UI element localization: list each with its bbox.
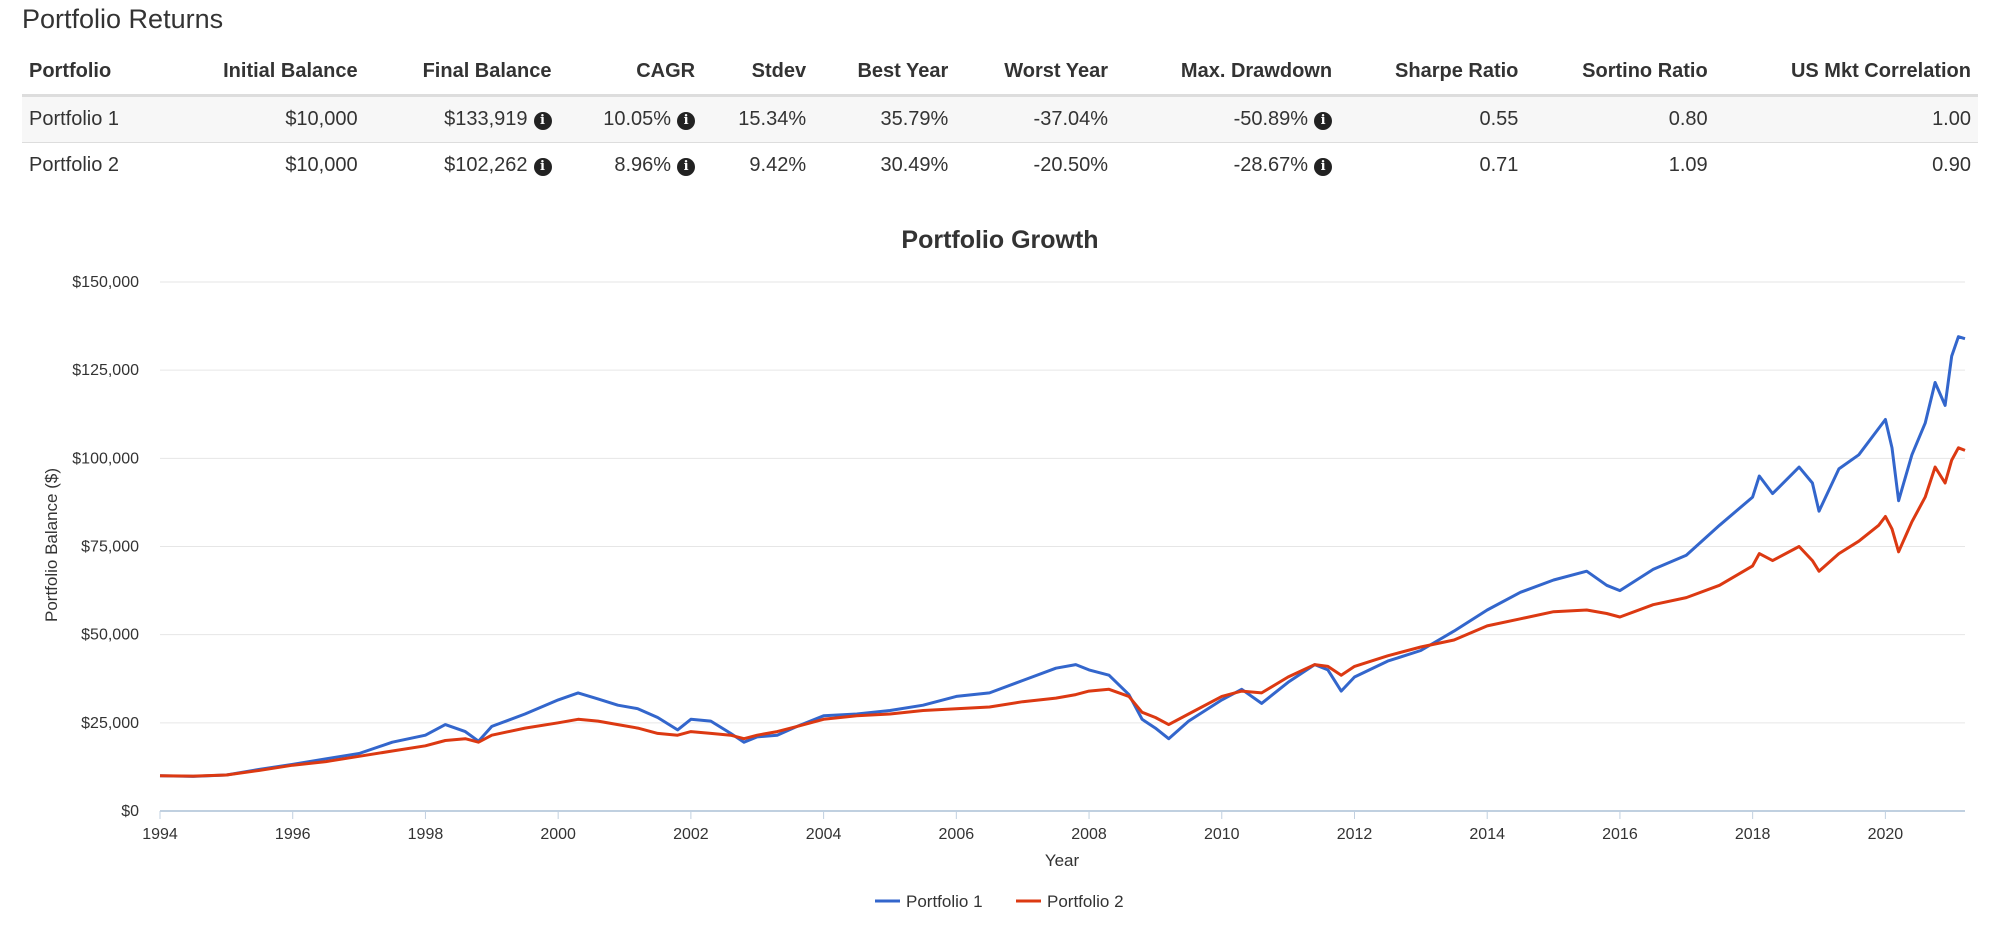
cell-stdev: 15.34%: [702, 95, 814, 143]
cell-stdev: 9.42%: [749, 154, 807, 176]
y-tick-label: $0: [121, 803, 139, 820]
y-axis-ticks: $0 $25,000 $50,000 $75,000 $100,000 $125,000 $…: [72, 274, 139, 820]
x-tick-label: 2014: [1469, 826, 1505, 843]
legend-label: Portfolio 2: [1047, 892, 1124, 911]
info-circle-icon[interactable]: i: [533, 158, 552, 176]
x-tick-label: 2012: [1337, 826, 1373, 843]
page-title: Portfolio Returns: [22, 4, 224, 34]
cell-cagr: 8.96% i: [559, 143, 703, 189]
y-tick-label: $25,000: [81, 715, 139, 732]
cell-sharpe-ratio: 0.55: [1339, 95, 1526, 143]
x-tick-label: 2000: [540, 826, 576, 843]
cell-final-balance: $133,919 i: [364, 95, 559, 143]
column-header-sortino-ratio[interactable]: Sortino Ratio: [1525, 52, 1715, 97]
cell-max-drawdown: -28.67% i: [1115, 143, 1339, 189]
x-tick-label: 2002: [673, 826, 709, 843]
y-tick-label: $50,000: [81, 627, 139, 644]
legend-label: Portfolio 1: [906, 892, 983, 911]
table-row: Portfolio 1 $10,000 $133,919 i 10.05% i 15…: [22, 95, 1978, 143]
x-tick-label: 1994: [142, 826, 178, 843]
info-circle-icon[interactable]: i: [677, 112, 696, 130]
chart-legend: Portfolio 1 Portfolio 2: [875, 892, 1124, 911]
cell-worst-year: -20.50%: [1033, 154, 1109, 176]
chart-title: Portfolio Growth: [901, 226, 1098, 254]
x-tick-label: 2020: [1868, 826, 1904, 843]
column-header-max-drawdown[interactable]: Max. Drawdown: [1115, 52, 1340, 97]
y-tick-label: $150,000: [72, 274, 139, 291]
x-tick-label: 2010: [1204, 826, 1240, 843]
cell-portfolio: Portfolio 2: [29, 154, 120, 176]
series-line-portfolio-2[interactable]: [159, 446, 1966, 778]
cell-us-mkt-correlation: 0.90: [1932, 154, 1971, 176]
column-header-worst-year[interactable]: Worst Year: [955, 52, 1116, 97]
x-axis-ticks: 1994 1996 1998 2000 2002 2004 2006 2008 2010 2012…: [142, 811, 1903, 843]
x-tick-label: 2016: [1602, 826, 1638, 843]
cell-initial-balance: $10,000: [163, 95, 365, 143]
cell-max-drawdown-value: -50.89%: [1233, 108, 1309, 130]
x-tick-label: 2008: [1071, 826, 1107, 843]
grid-lines: [160, 281, 1965, 724]
legend-item-portfolio-1[interactable]: Portfolio 1: [875, 892, 983, 911]
column-header-sharpe-ratio[interactable]: Sharpe Ratio: [1339, 52, 1526, 97]
column-header-us-mkt-correlation[interactable]: US Mkt Correlation: [1714, 52, 1978, 97]
x-tick-label: 2006: [939, 826, 975, 843]
column-header-cagr[interactable]: CAGR: [558, 52, 703, 97]
info-circle-icon[interactable]: i: [533, 112, 552, 130]
cell-max-drawdown: -50.89% i: [1115, 95, 1340, 143]
legend-item-portfolio-2[interactable]: Portfolio 2: [1016, 892, 1124, 911]
portfolio-growth-chart: Portfolio Growth $0 $25,000 $50,000 $75,000…: [42, 226, 1966, 911]
cell-max-drawdown-value: -28.67%: [1233, 154, 1309, 176]
column-header-best-year[interactable]: Best Year: [813, 52, 956, 97]
cell-portfolio: Portfolio 1: [22, 95, 164, 143]
series-lines: [159, 335, 1966, 778]
cell-cagr: 10.05% i: [558, 95, 703, 143]
cell-best-year: 30.49%: [880, 154, 949, 176]
cell-final-balance: $102,262 i: [365, 143, 559, 189]
column-header-stdev[interactable]: Stdev: [702, 52, 814, 97]
series-line-portfolio-1[interactable]: [159, 335, 1966, 778]
x-tick-label: 2004: [806, 826, 842, 843]
y-axis-label: Portfolio Balance ($): [42, 468, 61, 622]
cell-initial-balance: $10,000: [285, 154, 358, 176]
cell-us-mkt-correlation: 1.00: [1714, 95, 1978, 143]
column-header-initial-balance[interactable]: Initial Balance: [163, 52, 365, 97]
cell-cagr-value: 10.05%: [603, 108, 672, 130]
x-tick-label: 1998: [408, 826, 444, 843]
info-circle-icon[interactable]: i: [677, 158, 696, 176]
cell-best-year: 35.79%: [813, 95, 956, 143]
cell-final-balance-value: $133,919: [444, 108, 528, 130]
cell-final-balance-value: $102,262: [444, 154, 528, 176]
y-tick-label: $100,000: [72, 450, 139, 467]
cell-sortino-ratio: 1.09: [1668, 154, 1708, 176]
portfolio-returns-table: Portfolio Initial Balance Final Balance …: [22, 52, 1978, 188]
y-tick-label: $75,000: [81, 539, 139, 556]
cell-sortino-ratio: 0.80: [1525, 95, 1715, 143]
cell-worst-year: -37.04%: [955, 95, 1116, 143]
x-tick-label: 2018: [1735, 826, 1771, 843]
cell-sharpe-ratio: 0.71: [1479, 154, 1519, 176]
cell-cagr-value: 8.96%: [614, 154, 672, 176]
x-axis-label: Year: [1045, 851, 1080, 870]
info-circle-icon[interactable]: i: [1314, 158, 1333, 176]
column-header-portfolio[interactable]: Portfolio: [22, 52, 164, 97]
table-header-row: Portfolio Initial Balance Final Balance …: [22, 52, 1978, 97]
table-row: Portfolio 2 $10,000 $102,262 i 8.96% i 9.4…: [22, 143, 1978, 189]
info-circle-icon[interactable]: i: [1314, 112, 1333, 130]
column-header-final-balance[interactable]: Final Balance: [364, 52, 559, 97]
x-tick-label: 1996: [275, 826, 311, 843]
y-tick-label: $125,000: [72, 362, 139, 379]
